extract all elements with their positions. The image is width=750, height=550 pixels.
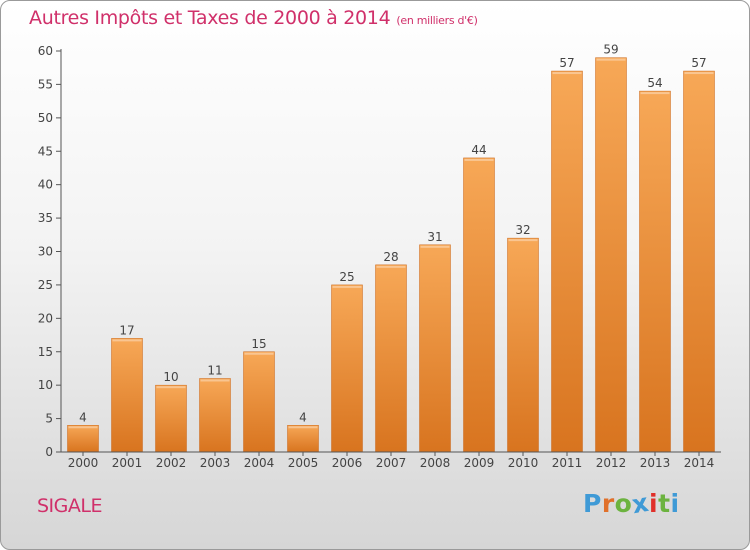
bar-highlight (288, 426, 318, 429)
proxiti-logo: Proxiti (583, 488, 680, 519)
chart-subtitle: (en milliers d'€) (396, 14, 478, 27)
logo-letter: i (670, 489, 680, 518)
data-label-2006: 25 (339, 270, 354, 284)
bar-2014 (683, 70, 715, 453)
bars: 4 17 10 11 15 4 25 28 31 44 32 57 59 54 57 (67, 43, 715, 453)
data-label-2000: 4 (79, 410, 87, 424)
bar-2001 (111, 338, 143, 453)
data-label-2011: 57 (559, 56, 574, 70)
bar-2004 (243, 351, 275, 453)
y-tick-label: 20 (38, 311, 53, 325)
x-tick-label-2005: 2005 (288, 456, 319, 470)
bar-2010 (507, 237, 539, 453)
x-tick-label-2010: 2010 (508, 456, 539, 470)
logo-letter: i (649, 489, 659, 518)
x-tick-label-2014: 2014 (684, 456, 715, 470)
x-tick-label-2011: 2011 (552, 456, 583, 470)
x-tick-label-2008: 2008 (420, 456, 451, 470)
bar-highlight (420, 245, 450, 248)
data-label-2002: 10 (163, 370, 178, 384)
location-label: SIGALE (37, 495, 102, 517)
data-label-2007: 28 (383, 250, 398, 264)
x-tick-label-2013: 2013 (640, 456, 671, 470)
bar-2006 (331, 284, 363, 453)
bar-highlight (244, 352, 274, 355)
chart-title: Autres Impôts et Taxes de 2000 à 2014 (en… (29, 7, 478, 29)
bar-highlight (68, 426, 98, 429)
data-label-2012: 59 (603, 43, 618, 57)
x-tick-label-2006: 2006 (332, 456, 363, 470)
bar-2003 (199, 378, 231, 453)
x-tick-label-2003: 2003 (200, 456, 231, 470)
y-axis: 0 5 10 15 20 25 30 35 40 45 50 55 60 (38, 44, 62, 459)
bar-highlight (684, 72, 714, 75)
bar-highlight (552, 72, 582, 75)
chart-title-text: Autres Impôts et Taxes de 2000 à 2014 (29, 7, 391, 29)
bar-2012 (595, 57, 627, 453)
bar-highlight (200, 379, 230, 382)
y-tick-label: 10 (38, 378, 53, 392)
data-label-2013: 54 (647, 76, 662, 90)
y-tick-label: 55 (38, 77, 53, 91)
y-tick-label: 45 (38, 144, 53, 158)
y-tick-label: 30 (38, 245, 53, 259)
bar-2005 (287, 425, 319, 453)
x-tick-label-2002: 2002 (156, 456, 187, 470)
y-tick-label: 0 (45, 445, 53, 459)
data-label-2005: 4 (299, 410, 307, 424)
y-tick-label: 60 (38, 44, 53, 58)
bar-2013 (639, 90, 671, 453)
x-axis: 2000 2001 2002 2003 2004 2005 2006 2007 2008 2009… (61, 451, 721, 470)
data-label-2001: 17 (119, 323, 134, 337)
bar-highlight (508, 239, 538, 242)
bar-highlight (332, 285, 362, 288)
bar-2009 (463, 157, 495, 453)
bar-highlight (376, 265, 406, 268)
y-tick-label: 50 (38, 111, 53, 125)
bar-2008 (419, 244, 451, 453)
x-tick-label-2007: 2007 (376, 456, 407, 470)
y-tick-label: 40 (38, 178, 53, 192)
y-tick-label: 25 (38, 278, 53, 292)
y-tick-label: 5 (45, 412, 53, 426)
bar-highlight (156, 386, 186, 389)
bar-2007 (375, 264, 407, 453)
data-label-2009: 44 (471, 143, 486, 157)
y-tick-label: 35 (38, 211, 53, 225)
bar-highlight (640, 92, 670, 95)
x-tick-label-2012: 2012 (596, 456, 627, 470)
x-tick-label-2009: 2009 (464, 456, 495, 470)
logo-letter: r (601, 489, 615, 518)
bar-2011 (551, 70, 583, 453)
data-label-2008: 31 (427, 230, 442, 244)
data-label-2004: 15 (251, 337, 266, 351)
data-label-2014: 57 (691, 56, 706, 70)
logo-letter: P (583, 489, 602, 518)
bar-2000 (67, 425, 99, 453)
data-label-2003: 11 (207, 363, 222, 377)
data-label-2010: 32 (515, 223, 530, 237)
y-tick-label: 15 (38, 345, 53, 359)
logo-letter: o (614, 489, 633, 518)
bar-highlight (112, 339, 142, 342)
bar-highlight (596, 58, 626, 61)
logo-letter: t (658, 489, 671, 518)
bar-2002 (155, 384, 187, 453)
bar-highlight (464, 158, 494, 161)
x-tick-label-2000: 2000 (68, 456, 99, 470)
x-tick-label-2004: 2004 (244, 456, 275, 470)
x-tick-label-2001: 2001 (112, 456, 143, 470)
